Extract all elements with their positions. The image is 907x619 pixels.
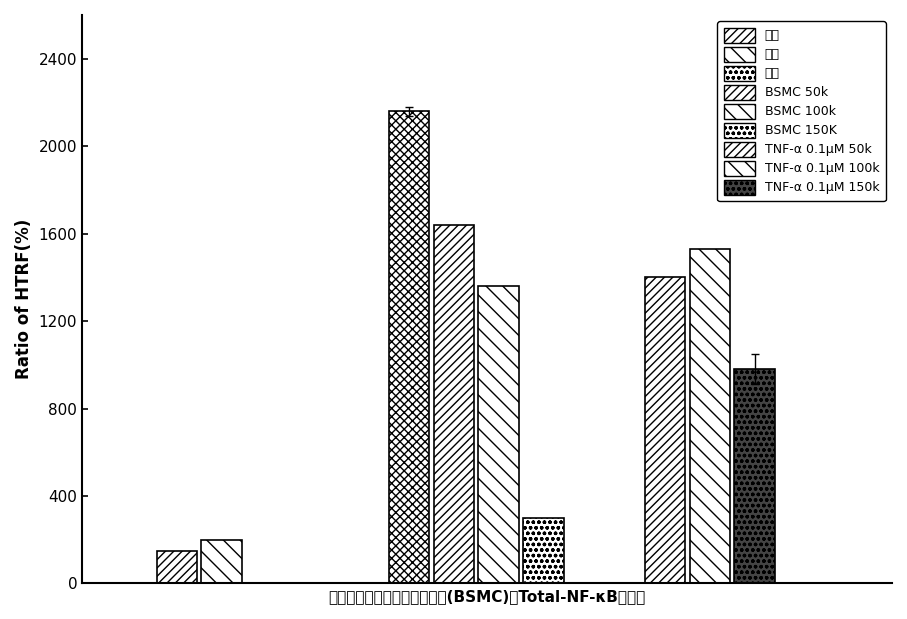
Legend: 空白, 阴性, 阳性, BSMC 50k, BSMC 100k, BSMC 150K, TNF-α 0.1μM 50k, TNF-α 0.1μM 100k, T: 空白, 阴性, 阳性, BSMC 50k, BSMC 100k, BSMC 15… <box>717 21 886 201</box>
Bar <box>201 540 242 584</box>
Bar <box>645 277 686 584</box>
X-axis label: 不同密度的支气管平滑肌细胞(BSMC)对Total-NF-κB的影响: 不同密度的支气管平滑肌细胞(BSMC)对Total-NF-κB的影响 <box>328 589 646 604</box>
Bar <box>157 551 197 584</box>
Bar <box>735 369 775 584</box>
Bar <box>479 286 519 584</box>
Bar <box>523 518 564 584</box>
Bar <box>689 249 730 584</box>
Bar <box>434 225 474 584</box>
Bar <box>389 111 430 584</box>
Y-axis label: Ratio of HTRF(%): Ratio of HTRF(%) <box>15 219 33 379</box>
